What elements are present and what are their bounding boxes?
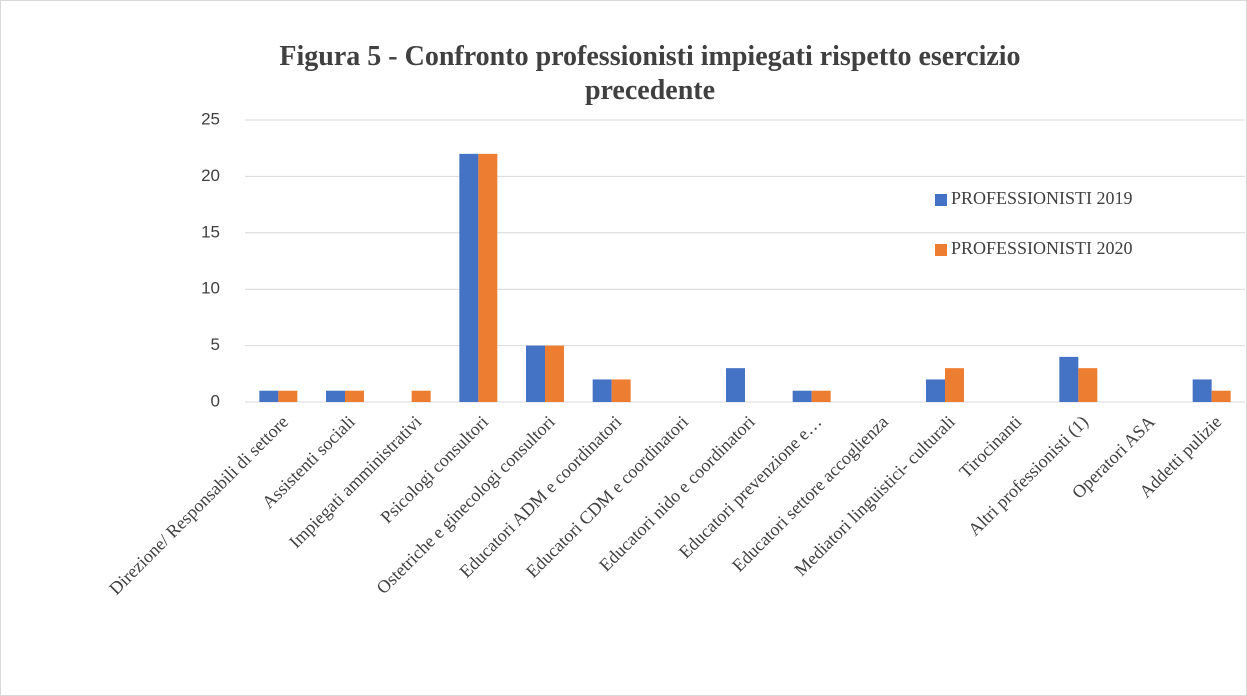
bar: [545, 345, 564, 402]
bar: [1078, 368, 1098, 402]
bar: [811, 390, 831, 402]
legend-swatch: [935, 244, 947, 256]
bar: [1059, 356, 1079, 402]
y-tick-label: 0: [211, 391, 220, 410]
bar: [459, 153, 479, 402]
bar: [792, 390, 812, 402]
y-tick-label: 5: [211, 335, 220, 354]
bar: [411, 390, 431, 402]
y-tick-label: 10: [201, 279, 220, 298]
y-tick-label: 15: [201, 222, 220, 241]
y-tick-label: 25: [201, 109, 220, 128]
chart-title: Figura 5 - Confronto professionisti impi…: [279, 41, 1021, 106]
bar: [926, 379, 945, 402]
bar: [259, 390, 279, 402]
bar: [478, 153, 498, 402]
bar: [611, 379, 631, 402]
bar: [278, 390, 298, 402]
bar: [345, 390, 364, 402]
bar: [592, 379, 612, 402]
legend-label: PROFESSIONISTI 2019: [951, 188, 1133, 208]
legend-label: PROFESSIONISTI 2020: [951, 238, 1133, 258]
bar: [945, 368, 964, 402]
bar: [726, 368, 745, 402]
bar: [526, 345, 545, 402]
bar: [1211, 390, 1231, 402]
bar: [1192, 379, 1212, 402]
bar: [326, 390, 345, 402]
y-tick-label: 20: [201, 166, 220, 185]
legend-swatch: [935, 194, 947, 206]
